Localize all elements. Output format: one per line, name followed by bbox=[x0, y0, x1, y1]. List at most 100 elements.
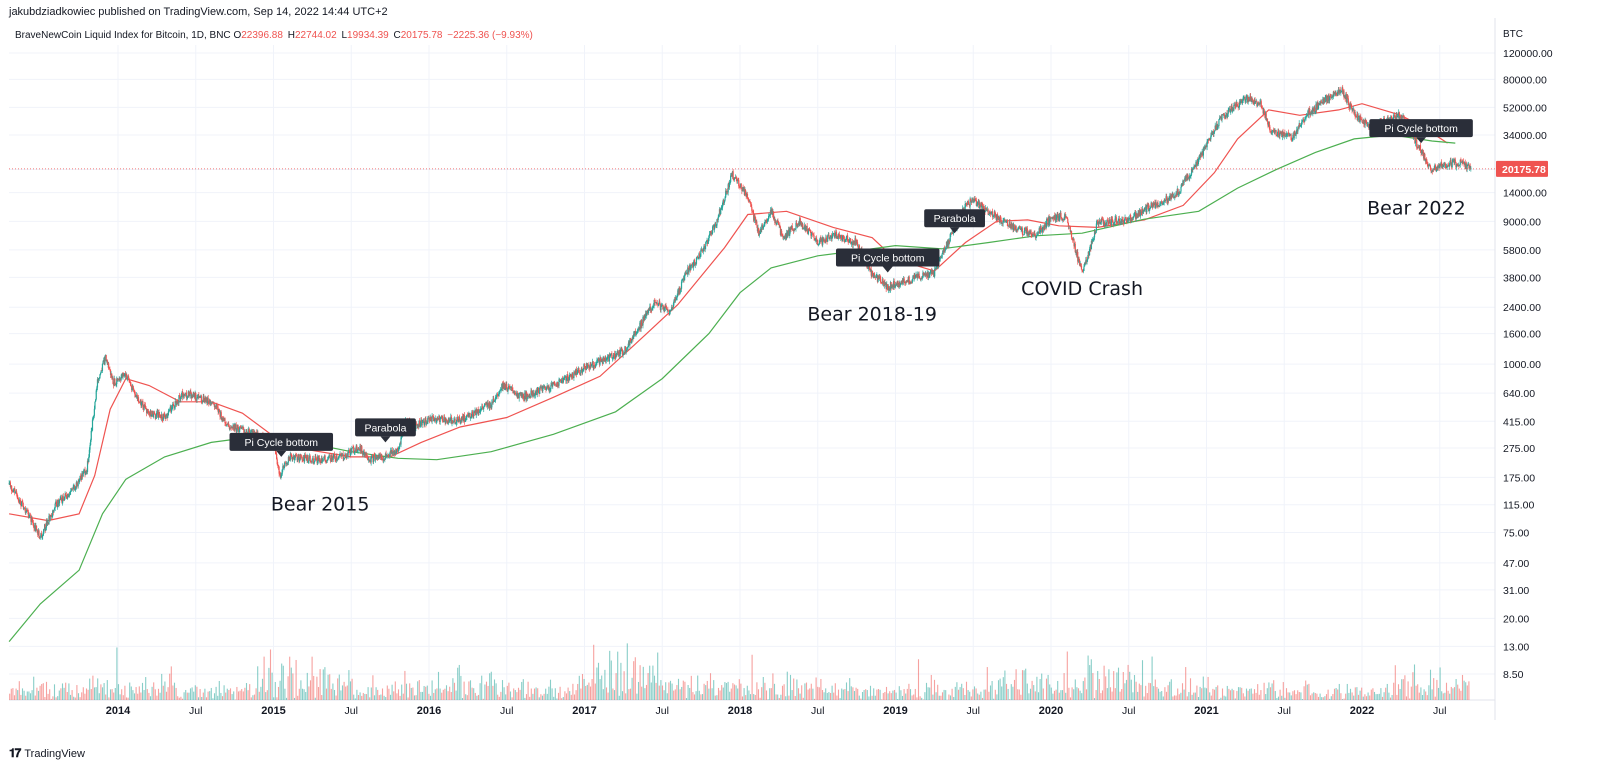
candle-body bbox=[44, 524, 46, 529]
volume-bar bbox=[1311, 693, 1313, 700]
candle-body bbox=[454, 418, 456, 424]
candle-body bbox=[82, 471, 84, 477]
candle-body bbox=[662, 305, 664, 310]
candle-body bbox=[740, 183, 742, 189]
volume-bar bbox=[605, 687, 608, 700]
candle-body bbox=[379, 454, 382, 458]
candle-body bbox=[548, 386, 550, 391]
candle-body bbox=[582, 371, 584, 373]
volume-bar bbox=[194, 685, 196, 700]
candle-body bbox=[839, 237, 841, 239]
volume-bar bbox=[1081, 693, 1083, 700]
volume-bar bbox=[767, 699, 769, 700]
candle-body bbox=[346, 453, 348, 459]
candle-body bbox=[212, 401, 214, 403]
volume-bar bbox=[613, 690, 616, 700]
candle-body bbox=[738, 186, 740, 188]
volume-bar bbox=[127, 697, 129, 700]
candle-body bbox=[196, 397, 198, 401]
candle-body bbox=[605, 357, 607, 361]
candle-body bbox=[91, 419, 94, 431]
volume-bar bbox=[266, 690, 268, 700]
candle-body bbox=[113, 378, 115, 386]
volume-bar bbox=[586, 684, 588, 700]
candle-body bbox=[359, 445, 361, 450]
volume-bar bbox=[199, 689, 201, 700]
volume-bar bbox=[105, 694, 107, 700]
candle-body bbox=[907, 280, 909, 283]
candle-body bbox=[1100, 222, 1102, 225]
volume-bar bbox=[527, 681, 529, 700]
volume-bar bbox=[1313, 692, 1315, 700]
candle-body bbox=[1211, 132, 1213, 135]
candle-body bbox=[686, 272, 688, 275]
volume-bar bbox=[340, 690, 342, 700]
candle-body bbox=[872, 274, 874, 277]
candle-body bbox=[547, 385, 549, 389]
volume-bar bbox=[364, 693, 366, 700]
candle-body bbox=[1118, 218, 1121, 224]
candle-body bbox=[288, 457, 290, 460]
candle-body bbox=[351, 448, 353, 453]
candle-body bbox=[275, 451, 277, 454]
symbol-name[interactable]: BraveNewCoin Liquid Index for Bitcoin, 1… bbox=[15, 30, 231, 41]
candle-body bbox=[468, 412, 471, 414]
candle-body bbox=[1192, 168, 1195, 169]
volume-bar bbox=[351, 678, 353, 700]
volume-bar bbox=[386, 685, 388, 700]
candle-body bbox=[1088, 251, 1090, 256]
volume-bar bbox=[953, 696, 955, 700]
candle-body bbox=[450, 416, 452, 424]
candle-body bbox=[1037, 232, 1039, 234]
volume-bar bbox=[268, 667, 270, 700]
volume-bar bbox=[479, 683, 481, 700]
candle-body bbox=[520, 392, 522, 397]
volume-bar bbox=[84, 693, 86, 700]
volume-bar bbox=[516, 692, 518, 700]
volume-bar bbox=[900, 690, 902, 700]
candle-body bbox=[1041, 229, 1043, 232]
candle-body bbox=[1111, 219, 1113, 220]
candle-body bbox=[48, 516, 51, 520]
candle-body bbox=[360, 446, 362, 452]
candle-body bbox=[1239, 101, 1241, 104]
candle-body bbox=[364, 452, 367, 456]
candle-body bbox=[1248, 97, 1250, 101]
candle-body bbox=[899, 282, 901, 286]
volume-bar bbox=[257, 666, 259, 700]
candle-body bbox=[973, 201, 975, 203]
volume-bar bbox=[1293, 690, 1296, 700]
candle-body bbox=[81, 472, 84, 477]
candle-body bbox=[1235, 101, 1237, 107]
candle-body bbox=[1103, 221, 1106, 226]
candle-body bbox=[568, 378, 570, 381]
candle-body bbox=[923, 274, 925, 276]
candle-body bbox=[441, 416, 443, 419]
candle-body bbox=[318, 457, 320, 462]
candle-body bbox=[669, 310, 671, 315]
candle-body bbox=[556, 382, 558, 387]
candle-body bbox=[236, 429, 238, 431]
volume-bar bbox=[1153, 686, 1155, 700]
volume-bar bbox=[1468, 681, 1470, 700]
candle-body bbox=[1003, 220, 1005, 222]
volume-bar bbox=[642, 666, 644, 700]
candle-body bbox=[1182, 180, 1184, 185]
candle-body bbox=[381, 458, 383, 460]
volume-bar bbox=[383, 695, 385, 700]
candle-body bbox=[1131, 219, 1134, 220]
candle-body bbox=[695, 262, 697, 264]
volume-bar bbox=[1074, 679, 1076, 700]
volume-bar bbox=[1383, 692, 1385, 700]
candle-body bbox=[202, 396, 204, 401]
candle-body bbox=[1161, 201, 1163, 204]
candle-body bbox=[338, 456, 340, 459]
candle-body bbox=[630, 341, 632, 343]
volume-bar bbox=[482, 698, 484, 700]
candle-body bbox=[639, 322, 641, 330]
volume-bar bbox=[161, 673, 163, 700]
volume-bar bbox=[402, 693, 404, 700]
volume-bar bbox=[1156, 686, 1158, 700]
candle-body bbox=[467, 415, 469, 417]
